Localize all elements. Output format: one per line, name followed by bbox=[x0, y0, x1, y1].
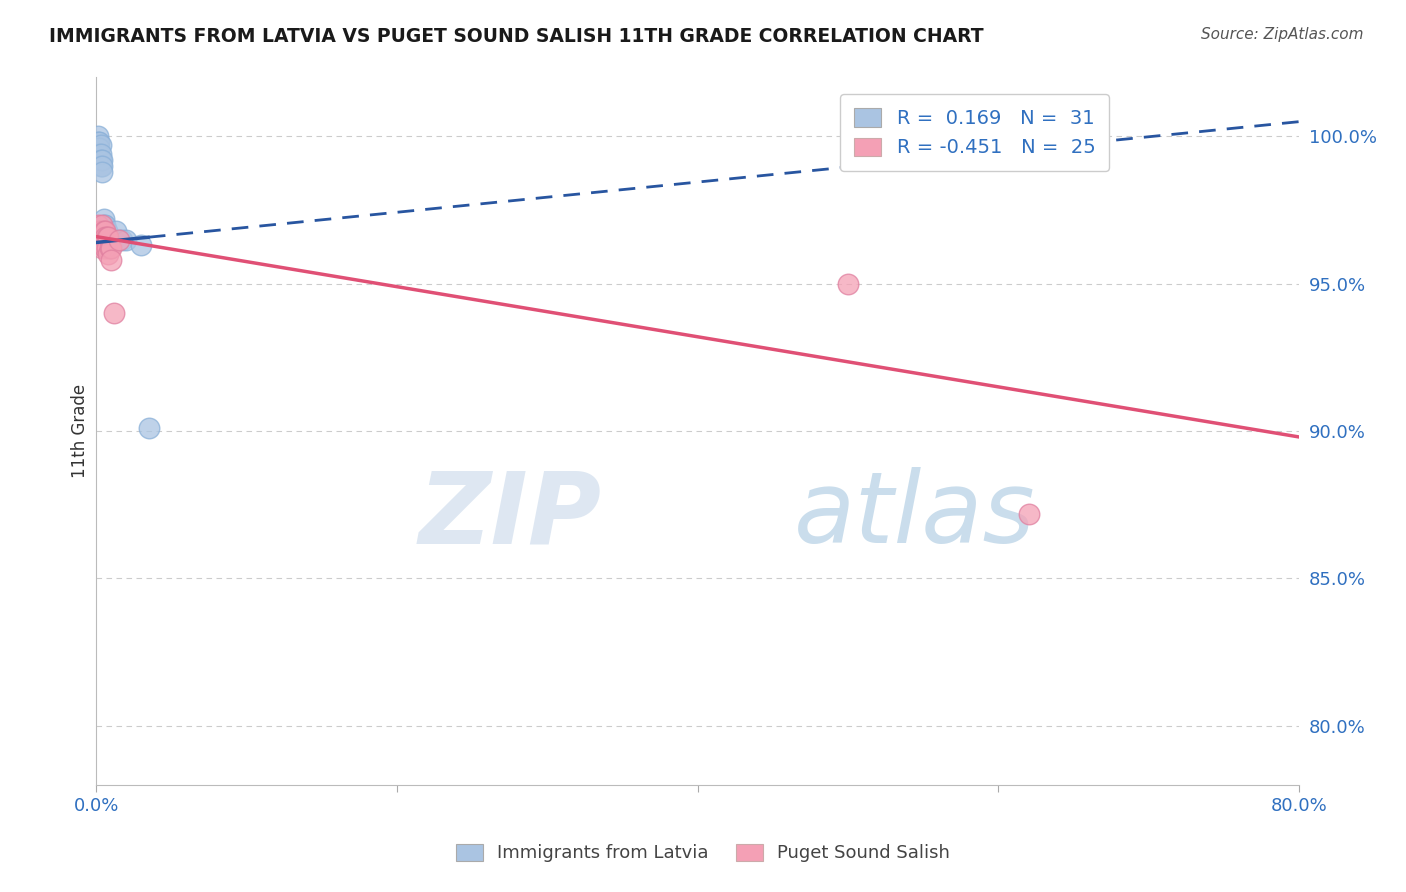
Point bbox=[90, 153, 112, 167]
Point bbox=[94, 218, 117, 232]
Point bbox=[101, 233, 124, 247]
Point bbox=[98, 241, 121, 255]
Point bbox=[86, 229, 108, 244]
Point bbox=[91, 153, 114, 167]
Point bbox=[100, 253, 122, 268]
Point bbox=[94, 229, 117, 244]
Legend: R =  0.169   N =  31, R = -0.451   N =  25: R = 0.169 N = 31, R = -0.451 N = 25 bbox=[841, 95, 1109, 171]
Point bbox=[89, 141, 111, 155]
Point bbox=[94, 224, 117, 238]
Point bbox=[129, 238, 152, 252]
Point bbox=[90, 235, 112, 250]
Point bbox=[97, 229, 120, 244]
Text: IMMIGRANTS FROM LATVIA VS PUGET SOUND SALISH 11TH GRADE CORRELATION CHART: IMMIGRANTS FROM LATVIA VS PUGET SOUND SA… bbox=[49, 27, 984, 45]
Point bbox=[104, 224, 127, 238]
Legend: Immigrants from Latvia, Puget Sound Salish: Immigrants from Latvia, Puget Sound Sali… bbox=[449, 837, 957, 870]
Text: atlas: atlas bbox=[794, 467, 1036, 565]
Point bbox=[90, 159, 112, 173]
Point bbox=[90, 138, 112, 153]
Point bbox=[96, 235, 118, 250]
Point bbox=[103, 306, 125, 320]
Point bbox=[86, 218, 108, 232]
Text: Source: ZipAtlas.com: Source: ZipAtlas.com bbox=[1201, 27, 1364, 42]
Point bbox=[93, 224, 115, 238]
Point bbox=[96, 224, 118, 238]
Point bbox=[91, 159, 114, 173]
Point bbox=[138, 421, 160, 435]
Point bbox=[97, 247, 120, 261]
Point bbox=[94, 224, 117, 238]
Point bbox=[1018, 507, 1040, 521]
Point bbox=[100, 241, 122, 255]
Point bbox=[93, 211, 115, 226]
Point bbox=[91, 241, 114, 255]
Point bbox=[115, 233, 138, 247]
Y-axis label: 11th Grade: 11th Grade bbox=[72, 384, 89, 478]
Point bbox=[107, 233, 129, 247]
Point bbox=[98, 238, 121, 252]
Point bbox=[93, 235, 115, 250]
Point bbox=[107, 233, 129, 247]
Point bbox=[91, 229, 114, 244]
Point bbox=[111, 233, 134, 247]
Point bbox=[90, 147, 112, 161]
Point bbox=[86, 129, 108, 144]
Point bbox=[96, 241, 118, 255]
Text: ZIP: ZIP bbox=[419, 467, 602, 565]
Point bbox=[93, 224, 115, 238]
Point bbox=[89, 147, 111, 161]
Point bbox=[94, 241, 117, 255]
Point bbox=[103, 233, 125, 247]
Point bbox=[94, 229, 117, 244]
Point bbox=[89, 224, 111, 238]
Point bbox=[89, 235, 111, 250]
Point bbox=[96, 229, 118, 244]
Point bbox=[89, 136, 111, 150]
Point bbox=[93, 218, 115, 232]
Point bbox=[91, 218, 114, 232]
Point bbox=[90, 224, 112, 238]
Point bbox=[86, 136, 108, 150]
Point bbox=[97, 233, 120, 247]
Point bbox=[91, 165, 114, 179]
Point bbox=[837, 277, 859, 291]
Point bbox=[100, 235, 122, 250]
